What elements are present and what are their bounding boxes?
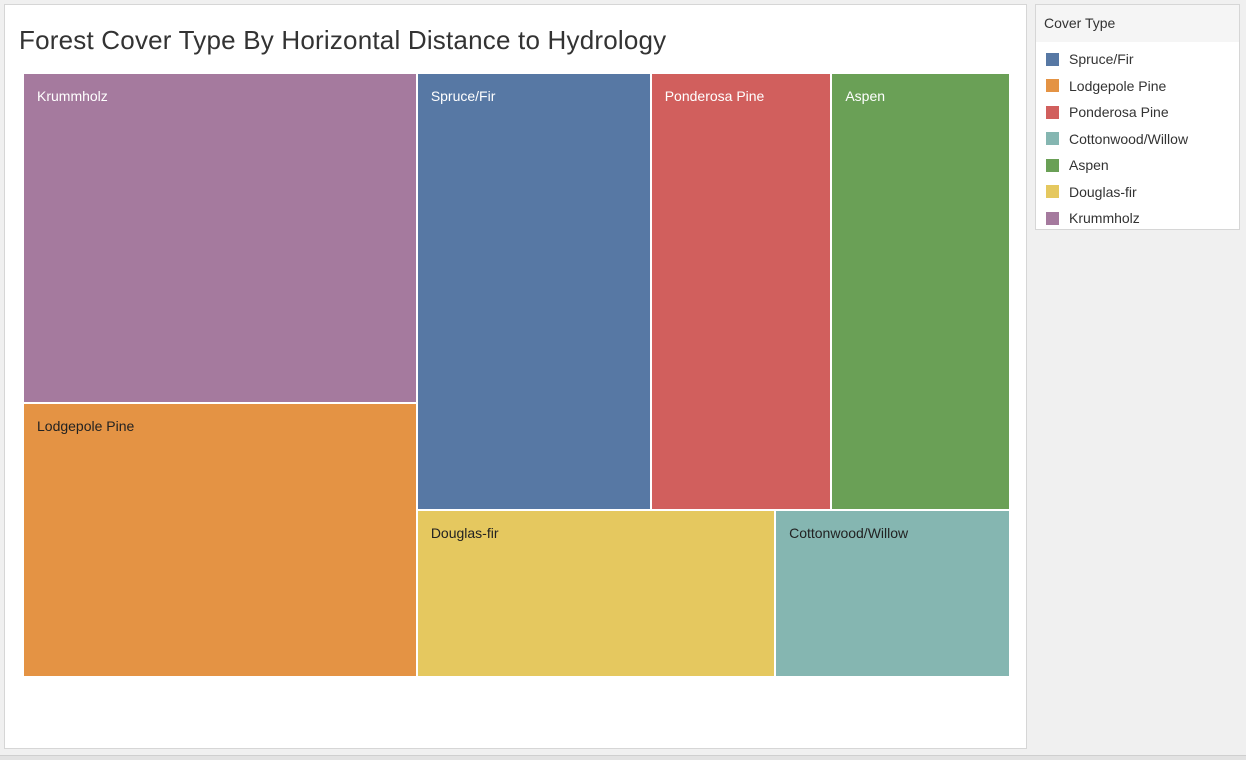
legend-item[interactable]: Ponderosa Pine	[1036, 99, 1239, 126]
legend-label: Aspen	[1069, 157, 1109, 174]
tile-label: Ponderosa Pine	[664, 88, 765, 104]
legend-title: Cover Type	[1036, 5, 1239, 42]
chart-panel: Forest Cover Type By Horizontal Distance…	[4, 4, 1027, 749]
tile-label: Cottonwood/Willow	[789, 525, 909, 542]
chart-title: Forest Cover Type By Horizontal Distance…	[19, 25, 667, 55]
tile-label: Lodgepole Pine	[37, 417, 135, 434]
legend-swatch	[1046, 79, 1059, 93]
legend-label: Krummholz	[1069, 210, 1140, 227]
treemap-tile-spruce-fir[interactable]: Spruce/Fir	[416, 73, 651, 511]
treemap-tile-aspen[interactable]: Aspen	[831, 73, 1010, 511]
legend-label: Douglas-fir	[1069, 183, 1137, 200]
treemap-tile-lodgepole-pine[interactable]: Lodgepole Pine	[23, 402, 417, 677]
treemap: Krummholz Lodgepole Pine Spruce/Fir Pondero…	[23, 73, 1010, 677]
legend-item[interactable]: Krummholz	[1036, 205, 1239, 232]
treemap-tile-douglas-fir[interactable]: Douglas-fir	[416, 510, 776, 677]
treemap-tile-cottonwood-willow[interactable]: Cottonwood/Willow	[775, 510, 1010, 677]
legend-item[interactable]: Douglas-fir	[1036, 179, 1239, 206]
legend: Cover Type Spruce/Fir Lodgepole Pine Ponde…	[1035, 4, 1240, 230]
legend-label: Lodgepole Pine	[1069, 77, 1167, 94]
legend-label: Cottonwood/Willow	[1069, 130, 1189, 147]
bottom-scroll-bar[interactable]	[0, 755, 1246, 760]
legend-label: Spruce/Fir	[1069, 51, 1134, 68]
legend-swatch	[1046, 211, 1059, 225]
tile-label: Aspen	[845, 88, 886, 104]
tile-label: Krummholz	[37, 88, 108, 104]
tile-label: Douglas-fir	[430, 525, 499, 542]
legend-item[interactable]: Cottonwood/Willow	[1036, 126, 1239, 153]
treemap-tile-krummholz[interactable]: Krummholz	[23, 73, 417, 403]
tile-label: Spruce/Fir	[430, 88, 496, 104]
legend-swatch	[1046, 52, 1059, 66]
legend-swatch	[1046, 132, 1059, 146]
legend-swatch	[1046, 105, 1059, 119]
treemap-tile-ponderosa-pine[interactable]: Ponderosa Pine	[650, 73, 832, 511]
legend-item[interactable]: Lodgepole Pine	[1036, 73, 1239, 100]
legend-label: Ponderosa Pine	[1069, 104, 1169, 121]
legend-item[interactable]: Aspen	[1036, 152, 1239, 179]
legend-list: Spruce/Fir Lodgepole Pine Ponderosa Pine Co…	[1036, 42, 1239, 232]
legend-swatch	[1046, 185, 1059, 199]
legend-item[interactable]: Spruce/Fir	[1036, 46, 1239, 73]
legend-swatch	[1046, 158, 1059, 172]
